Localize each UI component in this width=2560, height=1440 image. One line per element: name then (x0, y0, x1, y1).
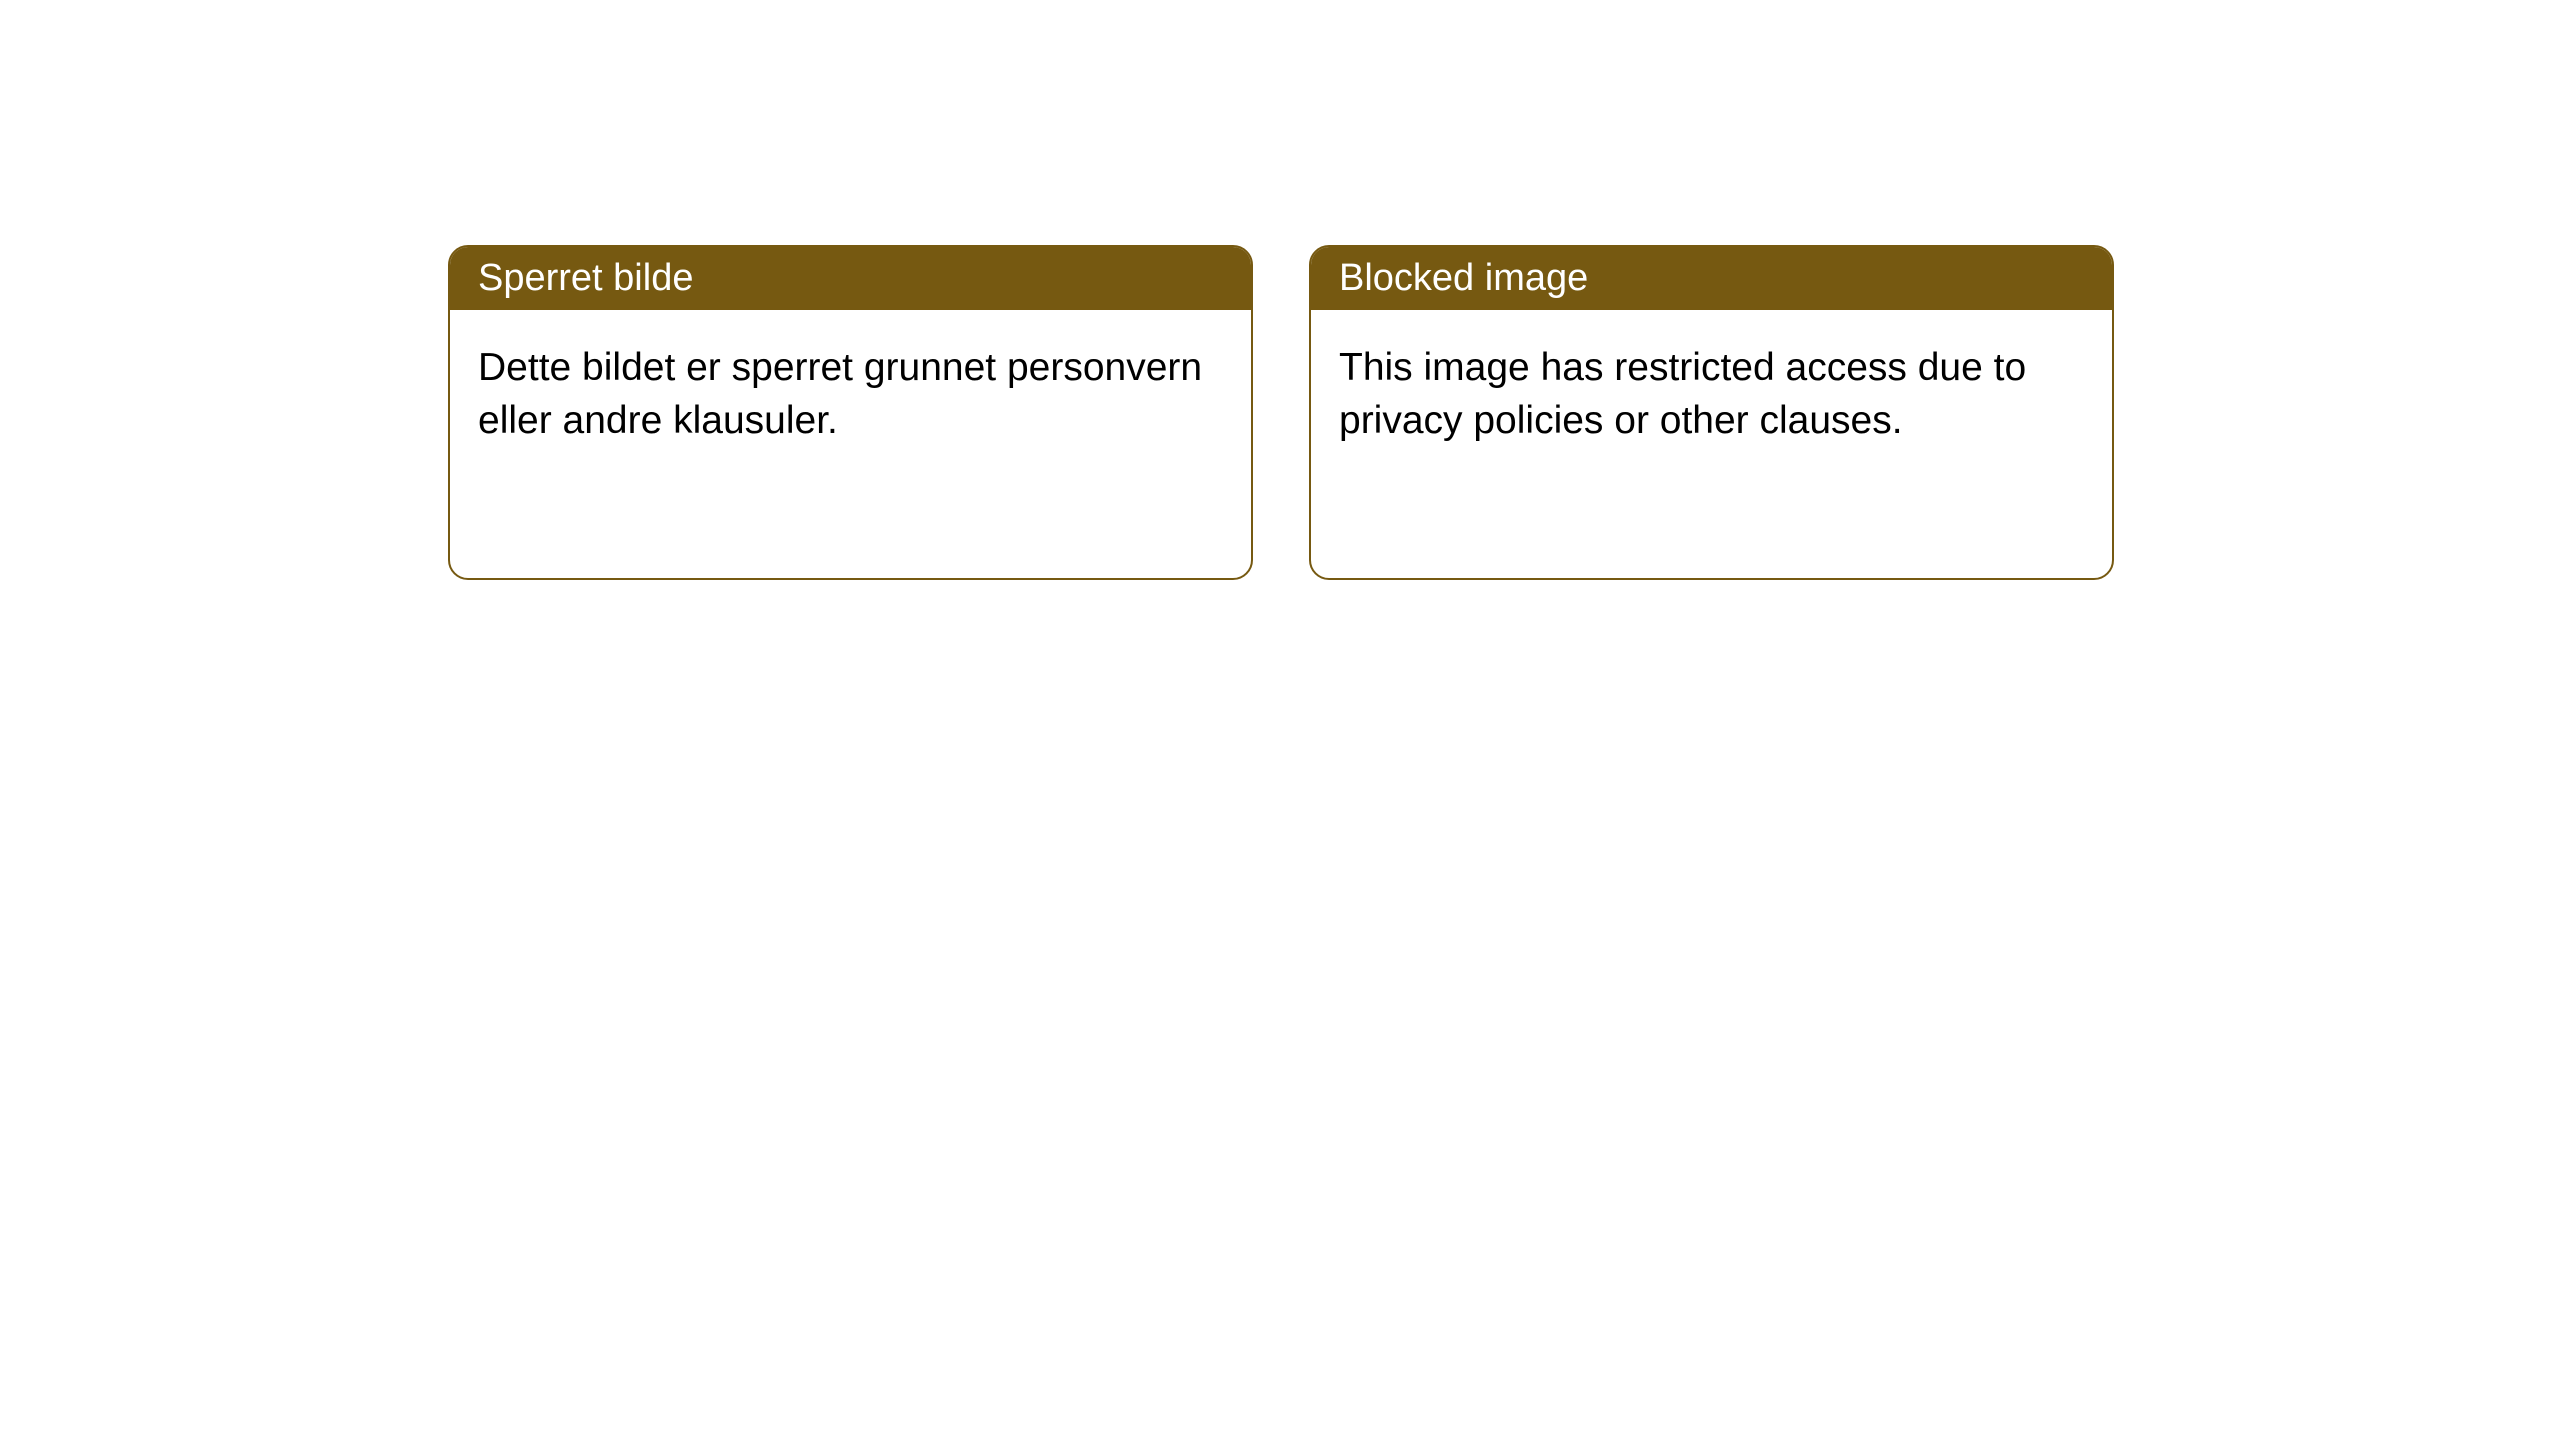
notice-card-body: This image has restricted access due to … (1311, 310, 2112, 479)
notice-card-body: Dette bildet er sperret grunnet personve… (450, 310, 1251, 479)
notice-card-english: Blocked image This image has restricted … (1309, 245, 2114, 580)
notice-card-norwegian: Sperret bilde Dette bildet er sperret gr… (448, 245, 1253, 580)
notice-card-title: Blocked image (1311, 247, 2112, 310)
notice-container: Sperret bilde Dette bildet er sperret gr… (0, 0, 2560, 580)
notice-card-title: Sperret bilde (450, 247, 1251, 310)
